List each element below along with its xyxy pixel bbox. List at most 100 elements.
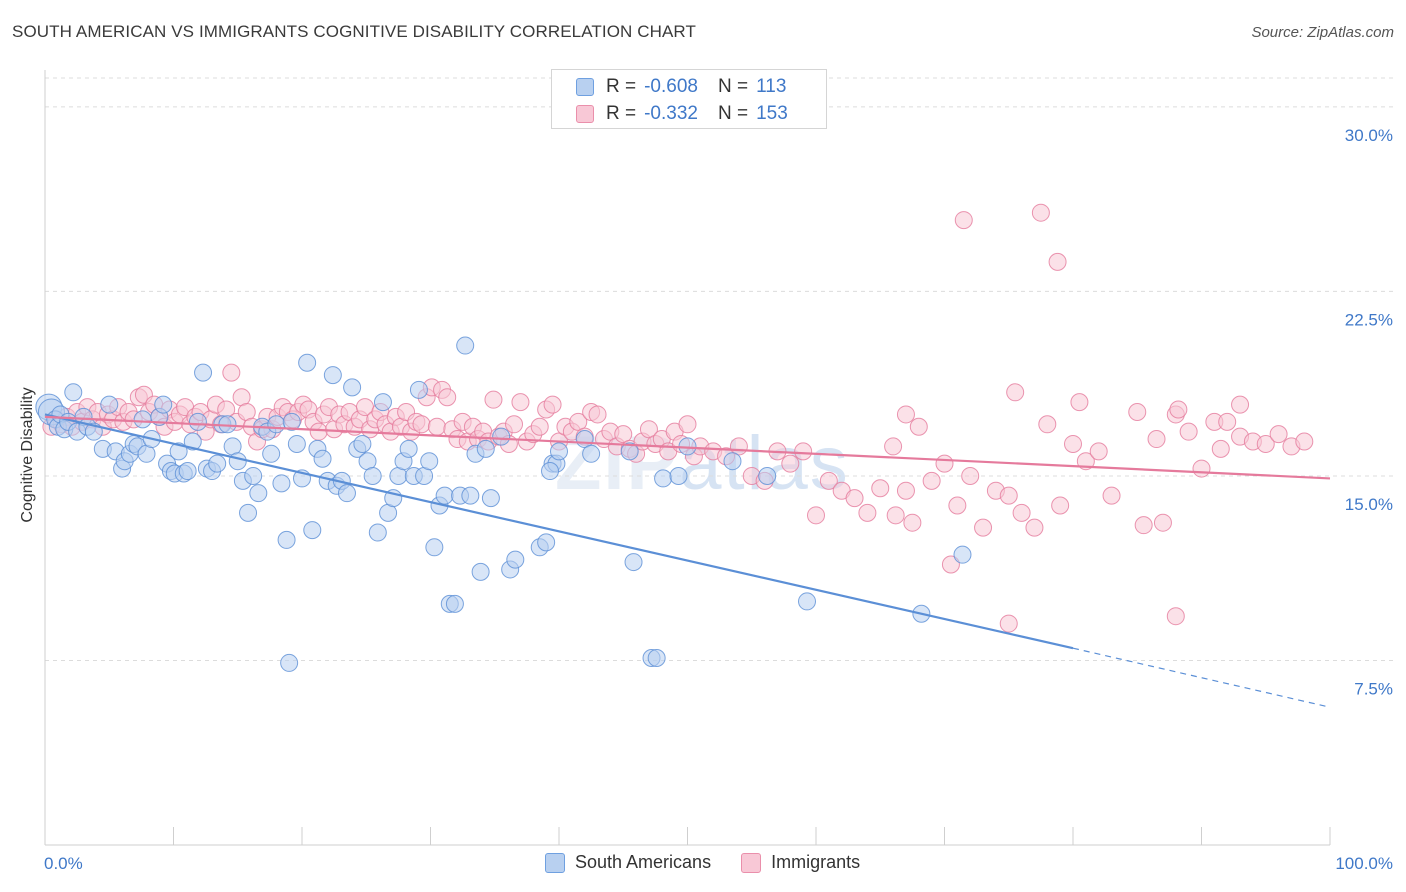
data-point <box>1256 434 1275 453</box>
data-point <box>1102 486 1121 505</box>
data-point <box>620 442 639 461</box>
data-point <box>262 444 281 463</box>
axes <box>44 70 1331 846</box>
data-point <box>954 211 973 230</box>
data-point <box>505 415 524 434</box>
data-point <box>287 434 306 453</box>
data-point <box>654 469 673 488</box>
x-tick-label: 0.0% <box>44 854 83 873</box>
data-point <box>399 439 418 458</box>
data-point <box>903 513 922 532</box>
legend-item-south-americans[interactable]: South Americans <box>545 852 711 873</box>
data-point <box>530 417 549 436</box>
data-point <box>282 412 301 431</box>
immigrants-points <box>42 203 1314 633</box>
data-point <box>438 388 457 407</box>
series-legend: South Americans Immigrants <box>545 852 890 873</box>
data-point <box>1128 402 1147 421</box>
data-point <box>100 395 119 414</box>
data-point <box>267 415 286 434</box>
data-point <box>373 393 392 412</box>
data-point <box>758 466 777 485</box>
data-point <box>1211 439 1230 458</box>
legend-item-immigrants[interactable]: Immigrants <box>741 852 860 873</box>
data-point <box>1070 393 1089 412</box>
data-point <box>1269 425 1288 444</box>
data-point <box>999 614 1018 633</box>
data-point <box>1064 434 1082 453</box>
data-point <box>723 452 742 471</box>
trend-line-extension <box>1072 647 1331 708</box>
source-label: Source: ZipAtlas.com <box>1251 24 1394 41</box>
data-point <box>922 471 941 490</box>
data-point <box>1006 383 1025 402</box>
legend-swatch-blue <box>576 78 594 96</box>
data-point <box>484 390 503 409</box>
data-point <box>1179 422 1198 441</box>
data-point <box>1089 442 1108 461</box>
data-point <box>456 336 475 355</box>
data-point <box>194 363 213 382</box>
data-point <box>435 486 454 505</box>
data-point <box>313 449 332 468</box>
data-point <box>909 417 928 436</box>
data-point <box>948 496 967 515</box>
data-point <box>481 489 500 508</box>
data-point <box>884 437 903 456</box>
data-point <box>476 439 495 458</box>
data-point <box>353 434 372 453</box>
data-point <box>781 454 800 473</box>
data-point <box>1153 513 1172 532</box>
data-point <box>935 454 954 473</box>
data-point <box>1169 400 1188 419</box>
data-point <box>427 417 446 436</box>
data-point <box>445 594 464 613</box>
legend-n-value: 113 <box>756 76 787 97</box>
trend-line <box>44 415 1331 480</box>
data-point <box>582 444 601 463</box>
y-tick-label: 22.5% <box>1345 310 1393 329</box>
data-point <box>412 415 431 434</box>
legend-label: Immigrants <box>771 852 861 872</box>
data-point <box>886 506 905 525</box>
data-point <box>819 471 838 490</box>
data-point <box>1012 503 1031 522</box>
data-point <box>896 481 915 500</box>
data-point <box>941 555 960 574</box>
data-point <box>471 562 490 581</box>
data-point <box>798 592 817 611</box>
data-point <box>807 506 825 525</box>
data-point <box>999 486 1018 505</box>
data-point <box>298 353 317 372</box>
data-point <box>896 405 915 424</box>
data-point <box>409 380 428 399</box>
data-point <box>669 466 688 485</box>
watermark-atlas: atlas <box>679 421 850 506</box>
data-point <box>461 486 480 505</box>
data-point <box>280 653 299 672</box>
data-point <box>541 462 560 481</box>
south-americans-points <box>35 336 972 672</box>
data-point <box>678 415 697 434</box>
data-point <box>1166 607 1185 626</box>
data-point <box>420 452 439 471</box>
data-point <box>953 545 972 564</box>
chart-title: SOUTH AMERICAN VS IMMIGRANTS COGNITIVE D… <box>12 22 696 41</box>
legend-swatch-pink <box>576 105 594 123</box>
tick-labels: 7.5% 15.0% 22.5% 30.0% 0.0% 100.0% <box>44 126 1393 873</box>
data-point <box>1048 252 1067 271</box>
legend-n-label: N = <box>717 76 749 97</box>
data-point <box>154 395 173 414</box>
grid-lines <box>45 77 1393 661</box>
data-point <box>1147 430 1166 449</box>
data-point <box>1038 415 1057 434</box>
data-point <box>1051 496 1070 515</box>
data-point <box>550 442 568 461</box>
data-point <box>794 442 813 461</box>
legend-swatch-blue <box>545 852 565 873</box>
y-tick-label: 30.0% <box>1345 126 1393 145</box>
data-point <box>169 442 188 461</box>
data-point <box>845 489 864 508</box>
legend-r-value: -0.608 <box>644 76 698 97</box>
legend-swatch-pink <box>741 852 762 873</box>
